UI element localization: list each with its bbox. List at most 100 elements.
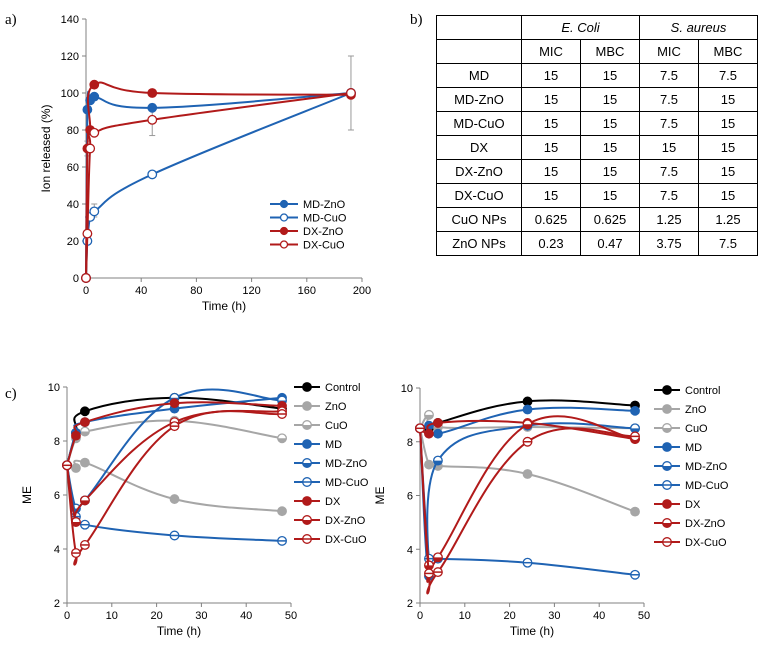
data-point <box>71 463 81 473</box>
data-point <box>147 169 158 180</box>
x-axis-label: Time (h) <box>202 299 246 313</box>
data-point <box>147 88 158 98</box>
table-cell: 7.5 <box>639 159 699 184</box>
legend-label: DX-ZnO <box>303 226 344 238</box>
legend-label: DX <box>685 499 701 511</box>
table-cell: 15 <box>580 63 640 88</box>
data-point-fill <box>71 522 81 527</box>
x-tick-label: 40 <box>240 610 252 622</box>
data-point <box>630 405 640 416</box>
legend-label: MD-CuO <box>325 477 369 489</box>
data-point-fill <box>433 557 443 562</box>
data-point <box>522 469 533 479</box>
x-tick-label: 200 <box>353 285 371 297</box>
table-cell: 1.25 <box>698 207 758 232</box>
x-tick-label: 80 <box>190 285 202 297</box>
y-tick-label: 10 <box>401 383 413 395</box>
data-point <box>433 418 443 428</box>
legend-label: ZnO <box>685 404 707 416</box>
table-row-label: DX <box>436 135 522 160</box>
data-point-fill <box>277 438 287 443</box>
table-cell: 15 <box>580 135 640 160</box>
table-row-label: MD-ZnO <box>436 87 522 112</box>
data-point <box>522 404 533 415</box>
legend-label: MD <box>685 442 702 454</box>
data-point <box>433 428 443 439</box>
x-tick-label: 0 <box>417 610 423 622</box>
table-row: MD-ZnO 15 15 7.5 15 <box>436 87 758 112</box>
table-cell: 15 <box>521 183 581 208</box>
x-tick-label: 30 <box>195 610 207 622</box>
y-tick-label: 6 <box>407 491 413 503</box>
table-sub-header: MIC <box>639 39 699 64</box>
table-cell: 7.5 <box>639 111 699 136</box>
table-cell: 7.5 <box>639 63 699 88</box>
data-point <box>80 406 90 417</box>
data-point-fill <box>424 414 434 420</box>
table-cell: 15 <box>698 111 758 136</box>
legend-label: DX-CuO <box>303 240 345 252</box>
series-line <box>66 410 283 566</box>
data-point <box>169 398 180 409</box>
data-point-fill <box>302 520 312 525</box>
data-point <box>71 430 81 441</box>
data-point-fill <box>80 500 90 505</box>
data-point-fill <box>662 428 672 433</box>
data-point-fill <box>630 428 640 433</box>
table-cell: 15 <box>580 87 640 112</box>
table-row: DX-ZnO 15 15 7.5 15 <box>436 159 758 184</box>
x-axis-label: Time (h) <box>510 624 554 638</box>
legend-label: CuO <box>325 420 348 432</box>
data-point-fill <box>662 523 672 528</box>
data-point <box>80 457 90 468</box>
series-line <box>85 81 352 279</box>
x-tick-label: 20 <box>503 610 515 622</box>
legend-label: MD-CuO <box>303 213 347 225</box>
y-tick-label: 2 <box>407 598 413 610</box>
y-tick-label: 100 <box>61 88 79 100</box>
data-point <box>277 506 287 517</box>
legend-label: DX-ZnO <box>685 518 726 530</box>
table-row: MD 15 15 7.5 7.5 <box>436 63 758 88</box>
legend-label: MD-ZnO <box>685 461 728 473</box>
data-point <box>82 228 93 239</box>
series-line <box>419 428 636 513</box>
table-cell: 7.5 <box>698 63 758 88</box>
table-group-header: S. aureus <box>639 15 758 40</box>
data-point-fill <box>433 460 443 465</box>
table-row-label: MD <box>436 63 522 88</box>
table-cell: 15 <box>698 87 758 112</box>
table-sub-header-row: MIC MBC MIC MBC <box>436 39 758 64</box>
table-cell: 15 <box>580 183 640 208</box>
mic-mbc-table: E. Coli S. aureus MIC MBC MIC MBC MD 15 15… <box>436 15 758 256</box>
data-point <box>89 79 100 90</box>
table-corner-cell <box>436 15 522 40</box>
y-axis-label: ME <box>20 486 34 504</box>
table-cell: 15 <box>639 135 699 160</box>
y-tick-label: 4 <box>54 544 60 556</box>
table-row-label: DX-CuO <box>436 183 522 208</box>
series-line <box>66 401 283 466</box>
data-point <box>81 273 91 283</box>
data-point <box>302 382 312 392</box>
data-point <box>302 401 312 411</box>
x-tick-label: 0 <box>83 285 89 297</box>
table-cell: 15 <box>698 183 758 208</box>
y-axis-label: ME <box>373 487 387 505</box>
y-tick-label: 0 <box>73 273 79 285</box>
table-cell: 0.23 <box>521 231 581 256</box>
table-cell: 15 <box>698 159 758 184</box>
x-tick-label: 40 <box>593 610 605 622</box>
data-point <box>279 226 289 236</box>
data-point <box>169 494 180 504</box>
x-tick-label: 40 <box>135 285 147 297</box>
y-tick-label: 80 <box>67 125 79 137</box>
data-point <box>424 459 434 470</box>
data-point-fill <box>302 425 312 430</box>
panel-label-a: a) <box>5 12 17 28</box>
table-cell: 7.5 <box>639 183 699 208</box>
table-row: CuO NPs 0.625 0.625 1.25 1.25 <box>436 207 758 232</box>
y-tick-label: 8 <box>407 437 413 449</box>
chart-me-left: 2 4 6 8 10 0 10 20 30 40 50 Time (h) ME Control ZnO CuO… <box>20 382 369 638</box>
data-point <box>89 91 100 102</box>
